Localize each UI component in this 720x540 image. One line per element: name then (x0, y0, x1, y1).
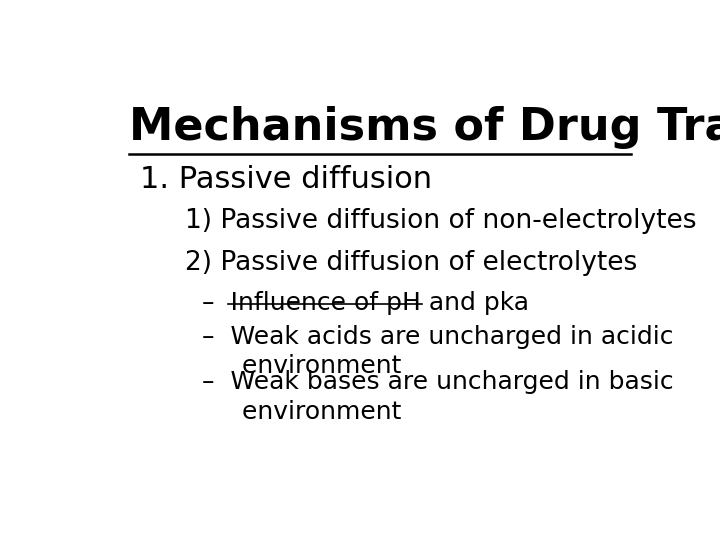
Text: –  Weak bases are uncharged in basic
     environment: – Weak bases are uncharged in basic envi… (202, 370, 673, 424)
Text: 2) Passive diffusion of electrolytes: 2) Passive diffusion of electrolytes (185, 250, 637, 276)
Text: –  Weak acids are uncharged in acidic
     environment: – Weak acids are uncharged in acidic env… (202, 325, 673, 379)
Text: 1. Passive diffusion: 1. Passive diffusion (140, 165, 432, 194)
Text: 1) Passive diffusion of non-electrolytes: 1) Passive diffusion of non-electrolytes (185, 208, 696, 234)
Text: Mechanisms of Drug Transport: Mechanisms of Drug Transport (129, 106, 720, 150)
Text: –  Influence of pH and pka: – Influence of pH and pka (202, 292, 528, 315)
